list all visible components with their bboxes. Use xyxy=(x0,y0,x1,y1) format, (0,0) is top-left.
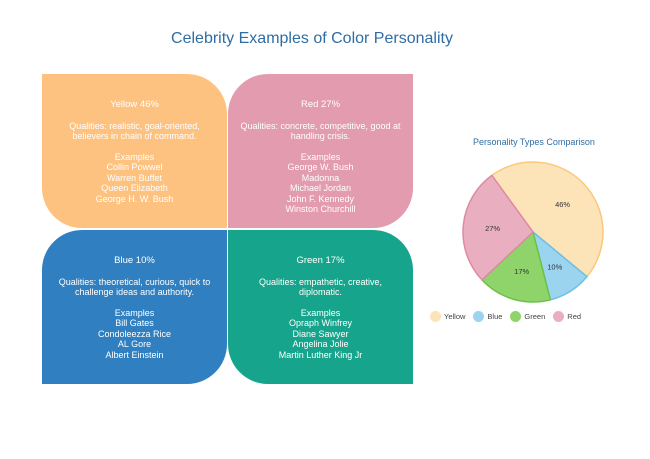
examples-list: George W. Bush Madonna Michael Jordan Jo… xyxy=(238,162,403,215)
example-item: Diane Sawyer xyxy=(292,328,349,339)
examples-heading: Examples xyxy=(114,307,155,318)
example-item: Queen Elizabeth xyxy=(101,183,168,193)
example-item: Martin Luther King Jr xyxy=(278,349,363,360)
quadrant-qualities: Qualities: empathetic, creative, diploma… xyxy=(258,276,383,298)
examples-list: Collin Powwel Warren Buffet Queen Elizab… xyxy=(52,162,217,204)
example-item: Albert Einstein xyxy=(105,349,164,360)
quadrant-qualities: Qualities: concrete, competitive, good a… xyxy=(240,120,401,142)
examples-list: Bill Gates Condoleezza Rice AL Gore Albe… xyxy=(52,318,217,360)
quadrant-heading: Blue 10% xyxy=(114,255,155,266)
quadrant-green: Green 17% Qualities: empathetic, creativ… xyxy=(228,230,413,384)
legend-swatch xyxy=(510,311,522,322)
legend-label: Yellow xyxy=(444,312,466,321)
pie-chart: 46% 10% 17% 27% xyxy=(462,161,604,303)
chart-legend: Yellow Blue Green Red xyxy=(430,311,581,322)
quadrant-blue: Blue 10% Qualities: theoretical, curious… xyxy=(42,230,227,384)
legend-label: Blue xyxy=(487,312,503,321)
pie-slice-red[interactable] xyxy=(462,174,534,281)
pie-label-blue: 10% xyxy=(547,262,562,271)
legend-label: Green xyxy=(524,312,546,321)
legend-label: Red xyxy=(567,312,582,321)
example-item: Bill Gates xyxy=(115,318,154,328)
legend-swatch xyxy=(430,311,441,322)
legend-item-blue[interactable]: Blue xyxy=(473,311,502,322)
example-item: Collin Powwel xyxy=(106,162,163,172)
examples-heading: Examples xyxy=(300,307,341,318)
example-item: AL Gore xyxy=(117,339,152,349)
legend-item-green[interactable]: Green xyxy=(510,311,545,322)
legend-item-red[interactable]: Red xyxy=(553,311,581,322)
examples-list: Opraph Winfrey Diane Sawyer Angelina Jol… xyxy=(238,318,403,360)
example-item: Angelina Jolie xyxy=(292,339,349,349)
quadrant-yellow: Yellow 46% Qualities: realistic, goal-or… xyxy=(42,74,227,228)
example-item: Madonna xyxy=(301,172,340,183)
example-item: Winston Churchill xyxy=(285,204,356,214)
example-item: Opraph Winfrey xyxy=(288,318,353,328)
pie-label-green: 17% xyxy=(514,267,529,276)
pie-label-yellow: 46% xyxy=(555,200,570,209)
legend-swatch xyxy=(553,311,565,322)
page-title: Celebrity Examples of Color Personality xyxy=(171,30,453,47)
quadrant-heading: Red 27% xyxy=(300,99,341,110)
quadrant-heading: Green 17% xyxy=(296,255,345,266)
example-item: John F. Kennedy xyxy=(286,193,355,204)
example-item: Michael Jordan xyxy=(289,183,352,193)
quadrant-qualities: Qualities: realistic, goal-oriented, bel… xyxy=(69,120,200,142)
chart-title: Personality Types Comparison xyxy=(473,137,595,147)
example-item: Condoleezza Rice xyxy=(97,328,172,339)
pie-slice-yellow[interactable] xyxy=(490,161,604,278)
legend-swatch xyxy=(473,311,485,322)
examples-heading: Examples xyxy=(300,151,341,162)
quadrant-heading: Yellow 46% xyxy=(110,99,159,110)
pie-slice-green[interactable] xyxy=(480,230,552,303)
quadrant-red: Red 27% Qualities: concrete, competitive… xyxy=(228,74,413,228)
legend-item-yellow[interactable]: Yellow xyxy=(430,311,465,322)
example-item: George H. W. Bush xyxy=(95,193,174,204)
examples-heading: Examples xyxy=(114,151,155,162)
example-item: Warren Buffet xyxy=(106,172,163,183)
quadrant-qualities: Qualities: theoretical, curious, quick t… xyxy=(58,276,211,298)
pie-label-red: 27% xyxy=(485,224,500,233)
example-item: George W. Bush xyxy=(287,162,354,172)
